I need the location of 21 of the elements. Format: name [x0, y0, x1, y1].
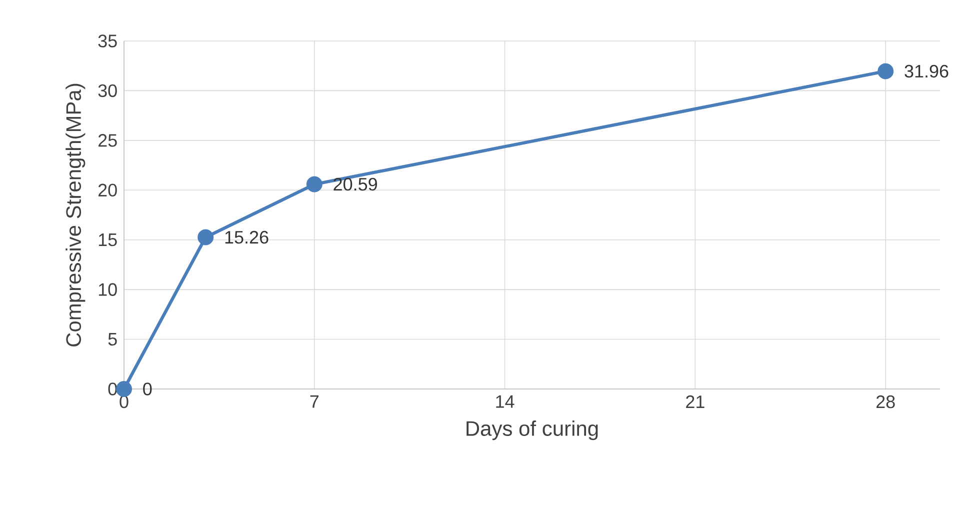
- y-tick-label: 20: [98, 184, 117, 197]
- point: [306, 176, 322, 192]
- point: [116, 380, 132, 397]
- y-tick-label: 25: [98, 134, 117, 147]
- data-label: 31.96: [904, 64, 948, 78]
- point: [198, 229, 214, 246]
- y-tick-label: 10: [98, 283, 117, 296]
- y-axis-title: Compressive Strength(MPa): [66, 84, 86, 346]
- data-label: 20.59: [334, 178, 377, 191]
- x-tick-label: 28: [876, 395, 895, 408]
- data-label: 15.26: [225, 230, 268, 244]
- data-label: 0: [143, 382, 152, 396]
- point: [878, 63, 894, 80]
- y-tick-label: 35: [98, 34, 117, 48]
- x-tick-label: 7: [310, 395, 318, 408]
- y-tick-label: 15: [98, 234, 117, 246]
- x-tick-label: 14: [496, 395, 514, 408]
- y-tick-label: 30: [98, 84, 117, 98]
- y-tick-label: 5: [108, 332, 117, 346]
- x-axis-title: Days of curing: [466, 420, 598, 440]
- x-tick-label: 21: [686, 395, 704, 408]
